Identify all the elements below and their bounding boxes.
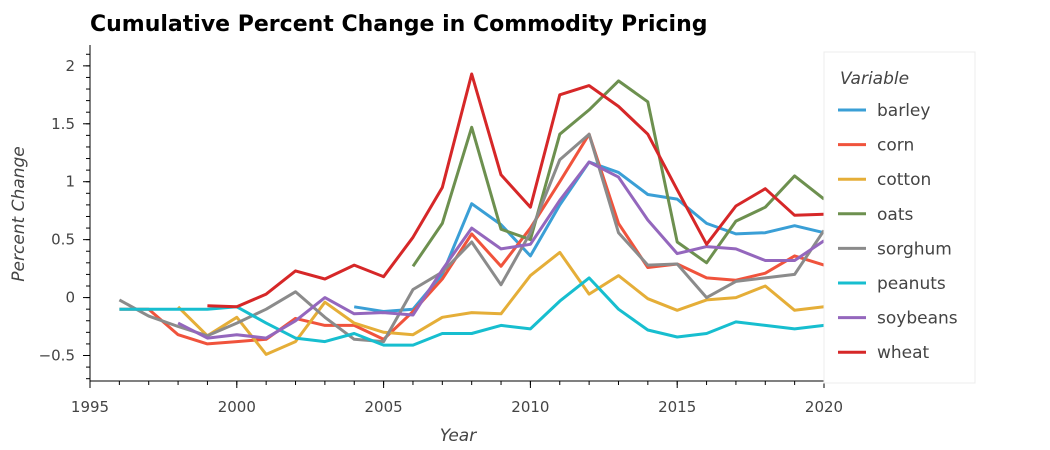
legend-label-sorghum: sorghum: [877, 239, 952, 259]
x-tick-label: 2010: [511, 398, 549, 416]
legend-title: Variable: [840, 69, 909, 89]
x-tick-label: 2015: [658, 398, 696, 416]
y-tick-label: 1.5: [51, 115, 75, 133]
legend-box: [823, 51, 976, 384]
series-line-oats: [411, 79, 825, 268]
x-tick-label: 2020: [805, 398, 843, 416]
series-line-corn: [119, 132, 825, 346]
x-tick-label: 2000: [218, 398, 256, 416]
y-tick-label: 0: [65, 289, 75, 307]
x-tick-label: 1995: [71, 398, 109, 416]
y-tick-label: 1: [65, 173, 75, 191]
x-tick-label: 2005: [365, 398, 403, 416]
legend-label-corn: corn: [877, 136, 914, 156]
series-line-cotton: [177, 250, 825, 356]
legend-label-peanuts: peanuts: [877, 274, 946, 294]
legend-label-soybeans: soybeans: [877, 309, 958, 329]
legend: Variable barley corn cotton oats sorghum pean…: [823, 51, 976, 384]
plot-area: [118, 72, 826, 356]
legend-label-cotton: cotton: [877, 170, 931, 190]
y-tick-label: 0.5: [51, 231, 75, 249]
legend-label-oats: oats: [877, 205, 913, 225]
series-line-soybeans: [177, 160, 825, 340]
y-tick-label: −0.5: [39, 347, 75, 365]
y-axis-label: Percent Change: [9, 146, 29, 281]
chart-title: Cumulative Percent Change in Commodity P…: [90, 12, 708, 37]
axes: 1995 2000 2005 2010 2015 2020 −0.5 0 0.5 1 1.5 2: [39, 45, 843, 416]
legend-label-wheat: wheat: [877, 343, 930, 363]
series-line-wheat: [207, 72, 825, 309]
legend-label-barley: barley: [877, 101, 930, 121]
y-tick-label: 2: [65, 57, 75, 75]
x-axis-label: Year: [440, 426, 477, 446]
series-line-sorghum: [118, 132, 826, 344]
